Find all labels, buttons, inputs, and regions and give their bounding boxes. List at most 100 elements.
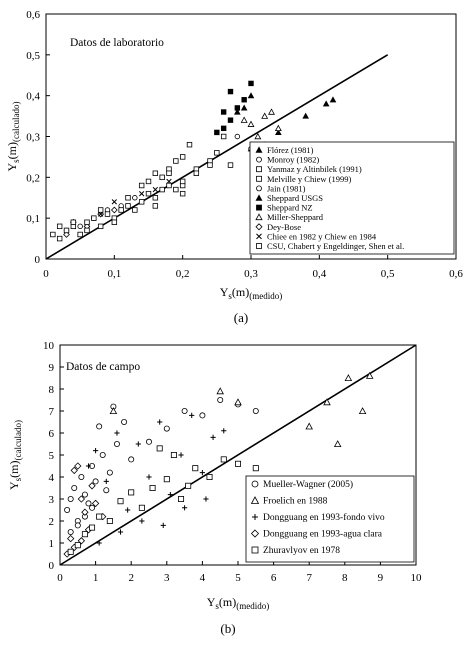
- data-point: [203, 496, 209, 502]
- legend-label: Jain (1981): [267, 183, 306, 193]
- legend-marker: [255, 213, 263, 221]
- data-point: [139, 191, 145, 197]
- data-point: [135, 441, 141, 447]
- data-point: [157, 419, 163, 425]
- data-point: [214, 150, 220, 156]
- legend-label: Miller-Sheppard: [267, 212, 324, 222]
- data-point: [125, 507, 131, 513]
- x-tick-label: 5: [235, 572, 241, 584]
- x-tick-label: 2: [128, 572, 134, 584]
- data-point: [179, 154, 186, 160]
- data-point: [192, 465, 199, 472]
- legend-marker: [250, 529, 260, 538]
- y-tick-label: 0,2: [26, 172, 40, 184]
- data-point: [167, 492, 173, 498]
- legend-marker: [251, 546, 259, 554]
- series-csu-chabert-y-engeldinger-shen-et-al: [50, 162, 213, 242]
- data-point: [193, 170, 200, 176]
- data-point: [220, 109, 227, 115]
- legend-marker: [255, 146, 263, 153]
- data-point: [67, 529, 74, 536]
- x-tick-label: 8: [342, 572, 348, 584]
- data-point: [207, 162, 213, 168]
- data-point: [149, 484, 156, 491]
- data-point: [199, 412, 206, 419]
- legend-box: [249, 141, 455, 255]
- x-tick-label: 9: [378, 572, 384, 584]
- data-point: [70, 219, 77, 225]
- legend-marker: [256, 175, 262, 182]
- x-tick-label: 0,4: [312, 268, 326, 280]
- data-point: [159, 174, 165, 181]
- y-tick-label: 0,3: [26, 132, 40, 144]
- legend-label: Sheppard USGS: [267, 193, 323, 203]
- data-point: [216, 387, 224, 395]
- series-miller-sheppard: [240, 108, 282, 140]
- data-point: [81, 491, 88, 498]
- y-tick-label: 5: [49, 450, 55, 462]
- data-point: [84, 219, 90, 225]
- data-point: [227, 88, 234, 95]
- data-point: [96, 423, 103, 430]
- data-point: [138, 504, 145, 511]
- chart-title: Datos de laboratorio: [70, 37, 164, 49]
- data-point: [77, 223, 83, 230]
- data-point: [234, 108, 241, 115]
- x-tick-label: 6: [271, 572, 277, 584]
- data-point: [156, 445, 163, 452]
- data-point: [111, 219, 118, 225]
- legend: Flórez (1981)Monroy (1982)Yanmaz y Altin…: [249, 141, 455, 255]
- data-point: [67, 495, 74, 502]
- series-sheppard-usgs: [234, 92, 255, 115]
- data-point: [152, 203, 159, 209]
- data-point: [89, 524, 96, 531]
- data-point: [247, 120, 255, 127]
- data-point: [50, 231, 56, 238]
- data-point: [125, 203, 131, 209]
- data-point: [103, 487, 110, 494]
- data-point: [323, 398, 331, 406]
- data-point: [117, 498, 124, 505]
- legend-marker: [252, 514, 258, 520]
- data-point: [114, 430, 120, 436]
- legend-label: Dongguang en 1993-agua clara: [263, 530, 383, 540]
- data-point: [113, 440, 120, 447]
- data-point: [56, 235, 63, 242]
- series-zhuravlyov-en-1978: [67, 445, 259, 555]
- data-point: [77, 537, 86, 545]
- x-tick-label: 7: [306, 572, 312, 584]
- data-point: [261, 112, 269, 119]
- data-point: [186, 141, 193, 148]
- y-axis-label: Ys(m)(calculado): [7, 420, 23, 490]
- x-tick-label: 0: [43, 268, 49, 280]
- data-point: [227, 162, 234, 168]
- data-point: [138, 182, 145, 189]
- data-point: [220, 133, 227, 140]
- data-point: [88, 482, 96, 490]
- data-point: [234, 398, 242, 406]
- y-tick-label: 0,6: [26, 9, 40, 21]
- data-point: [81, 508, 89, 516]
- data-point: [128, 489, 135, 496]
- x-tick-label: 0,5: [381, 268, 395, 280]
- data-point: [344, 374, 353, 382]
- data-point: [181, 407, 188, 414]
- data-point: [302, 112, 309, 119]
- x-tick-label: 0,1: [107, 268, 121, 280]
- data-point: [241, 97, 247, 103]
- data-point: [214, 129, 220, 136]
- legend-marker: [256, 204, 262, 211]
- chart-title: Datos de campo: [66, 361, 140, 373]
- data-point: [92, 478, 99, 485]
- data-point: [74, 462, 82, 470]
- series-dongguang-en-1993-fondo-vivo: [85, 412, 227, 546]
- data-point: [179, 178, 186, 185]
- data-point: [145, 190, 152, 197]
- x-tick-label: 0,6: [449, 268, 463, 280]
- data-point: [234, 460, 241, 467]
- data-point: [199, 470, 205, 476]
- y-tick-label: 0,1: [26, 213, 40, 225]
- data-point: [56, 223, 63, 230]
- data-point: [220, 125, 227, 132]
- data-point: [103, 478, 109, 484]
